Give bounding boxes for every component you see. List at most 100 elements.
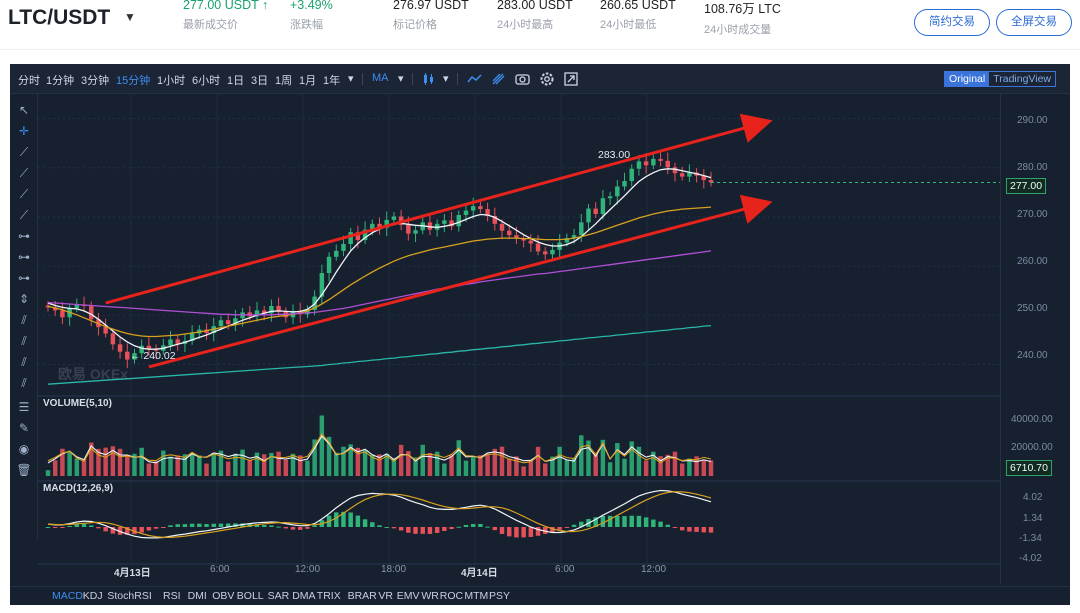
volume-bar <box>67 452 72 476</box>
indicator-trix[interactable]: TRIX <box>316 590 341 602</box>
indicator-psy[interactable]: PSY <box>489 590 511 602</box>
candle-body <box>593 208 598 214</box>
volume-bar <box>211 452 216 476</box>
arrow-line-icon[interactable]: ⟋ <box>19 208 29 222</box>
indicator-obv[interactable]: OBV <box>212 590 235 602</box>
chart-plot[interactable] <box>38 94 1000 584</box>
indicator-roc[interactable]: ROC <box>439 590 464 602</box>
volume-bar <box>334 452 339 476</box>
volume-bar <box>398 444 404 476</box>
candle-type-icon[interactable] <box>422 72 436 86</box>
candle-body <box>125 351 130 360</box>
interval-15m[interactable]: 15分钟 <box>116 75 151 87</box>
macd-tick: -4.02 <box>1019 553 1042 564</box>
volume-bar <box>297 455 303 476</box>
indicator-vr[interactable]: VR <box>378 590 393 602</box>
horizontal-line-icon[interactable]: ⊶ <box>18 229 30 243</box>
interval-timeline[interactable]: 分时 <box>18 75 40 87</box>
interval-1w[interactable]: 1周 <box>275 75 293 87</box>
brush-icon[interactable]: ✎ <box>18 421 30 435</box>
candle-body <box>658 158 663 161</box>
interval-3m[interactable]: 3分钟 <box>81 75 110 87</box>
candle-body <box>463 210 469 215</box>
pair-selector[interactable]: LTC/USDT <box>8 6 111 29</box>
volume-bar <box>60 448 65 476</box>
candle-type-chevron-icon[interactable]: ▾ <box>443 73 449 85</box>
candle-body <box>89 305 94 320</box>
volume-stat: 108.76万 LTC 24小时成交量 <box>704 0 781 37</box>
indicator-wr[interactable]: WR <box>421 590 439 602</box>
volume-bar <box>81 459 87 476</box>
indicator-emv[interactable]: EMV <box>396 590 420 602</box>
fib-channel-icon[interactable]: ⫽ <box>21 355 27 369</box>
macd-histogram-bar <box>168 525 173 527</box>
pitchfork-icon[interactable]: ⫽ <box>21 334 27 348</box>
volume-bar <box>384 453 389 476</box>
volume-label: 24小时成交量 <box>704 24 772 36</box>
candle-body <box>564 238 570 243</box>
extended-line-icon[interactable]: ⟋ <box>19 187 29 201</box>
original-view-tab[interactable]: Original <box>945 72 990 86</box>
interval-1m[interactable]: 1分钟 <box>46 75 75 87</box>
volume-bar <box>442 463 447 476</box>
view-toggle[interactable]: Original TradingView <box>944 71 1056 87</box>
crosshair-icon[interactable]: ✛ <box>18 124 30 138</box>
indicator-rsi[interactable]: RSI <box>163 590 181 602</box>
parallel-channel-icon[interactable]: ⫽ <box>21 313 27 327</box>
fullscreen-icon[interactable] <box>564 72 578 86</box>
fullscreen-trade-button[interactable]: 全屏交易 <box>996 9 1072 36</box>
ray-tool-icon[interactable]: ⟋ <box>19 166 29 180</box>
ma-selector[interactable]: MA <box>372 72 389 84</box>
camera-icon[interactable] <box>515 72 530 86</box>
simple-trade-button[interactable]: 简约交易 <box>914 9 990 36</box>
volume-bar <box>413 457 418 476</box>
interval-1d[interactable]: 1日 <box>227 75 245 87</box>
interval-1h[interactable]: 1小时 <box>157 75 186 87</box>
volume-value: 108.76万 LTC <box>704 2 781 16</box>
interval-1mo[interactable]: 1月 <box>299 75 317 87</box>
volume-bar <box>377 454 382 476</box>
trend-line-icon[interactable] <box>467 72 482 86</box>
interval-1y[interactable]: 1年 <box>323 75 341 87</box>
indicator-kdj[interactable]: KDJ <box>82 590 103 602</box>
macd-histogram-bar <box>557 527 562 530</box>
ma-chevron-icon[interactable]: ▾ <box>398 73 404 85</box>
macd-histogram-bar <box>103 527 108 532</box>
interval-6h[interactable]: 6小时 <box>192 75 221 87</box>
macd-histogram-bar <box>146 527 152 531</box>
cursor-icon[interactable]: ↖ <box>18 103 30 117</box>
interval-3d[interactable]: 3日 <box>251 75 269 87</box>
indicator-sar[interactable]: SAR <box>267 590 290 602</box>
chevron-down-icon[interactable]: ▼ <box>124 10 136 24</box>
line-tool-icon[interactable]: ⟋ <box>19 145 29 159</box>
indicator-mtm[interactable]: MTM <box>464 590 489 602</box>
price-line-icon[interactable]: ⊶ <box>18 271 30 285</box>
indicator-dmi[interactable]: DMI <box>187 590 207 602</box>
draw-tool-icon[interactable] <box>491 72 506 86</box>
candle-body <box>571 235 577 239</box>
time-tick: 12:00 <box>295 564 321 575</box>
volume-bar <box>514 456 519 476</box>
horizontal-ray-icon[interactable]: ⊶ <box>18 250 30 264</box>
indicator-dma[interactable]: DMA <box>292 590 316 602</box>
last-price-stat: 277.00 USDT ↑ 最新成交价 <box>183 0 268 32</box>
volume-bar <box>153 461 159 476</box>
candle-body <box>701 175 707 181</box>
eye-icon[interactable]: ◉ <box>18 442 30 456</box>
candle-body <box>168 339 173 346</box>
fib-levels-icon[interactable]: ☰ <box>18 400 30 414</box>
volume-bar <box>276 451 281 476</box>
fib-retracement-icon[interactable]: ⫽ <box>21 376 27 390</box>
volume-bar <box>96 448 101 476</box>
tradingview-tab[interactable]: TradingView <box>993 73 1051 85</box>
interval-more-chevron-icon[interactable]: ▾ <box>348 73 354 85</box>
indicator-stochrsi[interactable]: StochRSI <box>107 590 152 602</box>
indicator-brar[interactable]: BRAR <box>347 590 377 602</box>
gear-icon[interactable] <box>539 71 555 87</box>
current-volume-badge: 6710.70 <box>1006 460 1052 476</box>
volume-bar <box>687 458 692 476</box>
trash-icon[interactable]: 🗑 <box>16 463 32 477</box>
vertical-line-icon[interactable]: ⇕ <box>18 292 30 306</box>
indicator-macd[interactable]: MACD <box>52 590 83 602</box>
indicator-boll[interactable]: BOLL <box>236 590 264 602</box>
